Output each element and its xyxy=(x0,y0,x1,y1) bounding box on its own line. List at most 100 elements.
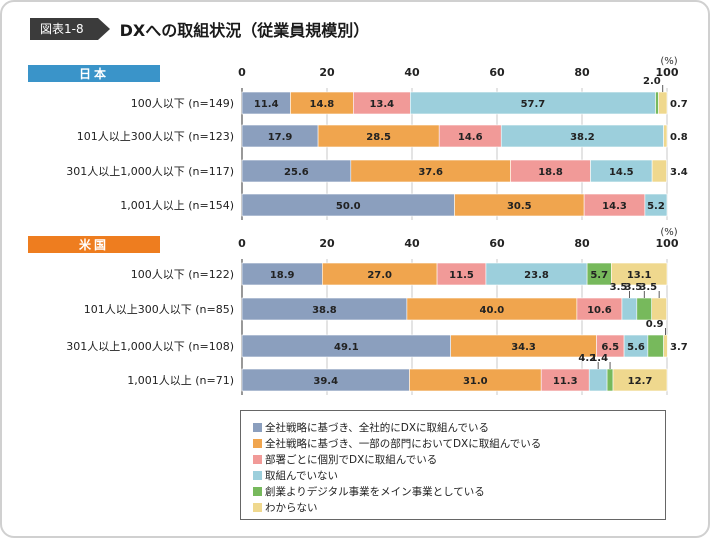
category-label: 100人以下 (n=149) xyxy=(131,97,234,110)
data-label: 3.5 xyxy=(639,282,657,293)
tick-label: 60 xyxy=(489,66,505,79)
data-label: 1.4 xyxy=(590,353,608,364)
tick-label: 60 xyxy=(489,237,505,250)
legend-item: 創業よりデジタル事業をメイン事業としている xyxy=(253,484,485,499)
figure-title: DXへの取組状況（従業員規模別） xyxy=(119,21,370,40)
panel-header xyxy=(28,65,160,82)
tick-label: 100 xyxy=(656,66,679,79)
bar-segment xyxy=(621,297,638,321)
legend-swatch xyxy=(253,503,262,512)
data-label: 28.5 xyxy=(366,132,391,143)
data-label: 2.0 xyxy=(643,76,661,87)
stacked-bar-chart: 日本 (%) 0 20 40 60 80 100 100人以下 (n=149) 11.4 14.8 1… xyxy=(28,56,688,395)
legend-label: 部署ごとに個別でDXに取組んでいる xyxy=(265,454,438,466)
data-label: 14.8 xyxy=(310,99,335,110)
tick-label: 100 xyxy=(656,237,679,250)
bar-segment xyxy=(663,124,668,148)
data-label: 3.7 xyxy=(670,342,688,353)
data-label: 30.5 xyxy=(507,201,532,212)
legend-label: 創業よりデジタル事業をメイン事業としている xyxy=(265,486,485,498)
data-label: 3.5 xyxy=(610,282,628,293)
data-label: 10.6 xyxy=(587,305,612,316)
data-label: 6.5 xyxy=(601,342,619,353)
data-label: 14.3 xyxy=(602,201,627,212)
category-label: 100人以下 (n=122) xyxy=(131,268,234,281)
data-label: 23.8 xyxy=(524,270,549,281)
category-label: 1,001人以上 (n=71) xyxy=(127,374,234,387)
legend-label: 取組んでいない xyxy=(265,470,338,482)
tick-label: 20 xyxy=(319,66,335,79)
bar-segment xyxy=(655,91,659,115)
legend-item: 取組んでいない xyxy=(253,468,338,483)
data-label: 38.8 xyxy=(312,305,337,316)
tick-label: 20 xyxy=(319,237,335,250)
legend-label: わからない xyxy=(265,502,318,514)
unit-label: (%) xyxy=(660,56,677,67)
legend-swatch xyxy=(253,423,262,432)
data-label: 3.5 xyxy=(625,282,643,293)
data-label: 37.6 xyxy=(418,167,443,178)
bar-segment xyxy=(606,368,614,392)
data-label: 0.8 xyxy=(670,132,688,143)
figure-label: 図表1-8 xyxy=(30,18,110,40)
legend-item: 全社戦略に基づき、全社的にDXに取組んでいる xyxy=(253,420,489,435)
legend-item: 部署ごとに個別でDXに取組んでいる xyxy=(253,452,437,467)
legend-swatch xyxy=(253,439,262,448)
panel-header xyxy=(28,236,160,253)
legend-swatch xyxy=(253,487,262,496)
data-label: 4.2 xyxy=(578,353,596,364)
bar-segment xyxy=(651,159,667,183)
data-label: 14.6 xyxy=(458,132,483,143)
legend-label: 全社戦略に基づき、全社的にDXに取組んでいる xyxy=(265,422,490,434)
tick-label: 80 xyxy=(574,237,590,250)
panel-title: 日本 xyxy=(79,66,109,81)
tick-label: 80 xyxy=(574,66,590,79)
legend-item: わからない xyxy=(253,500,318,515)
bar-segment xyxy=(658,91,668,115)
data-label: 34.3 xyxy=(511,342,536,353)
data-label: 14.5 xyxy=(609,167,634,178)
category-label: 301人以上1,000人以下 (n=117) xyxy=(66,165,234,178)
bar-segment xyxy=(644,193,668,217)
data-label: 31.0 xyxy=(463,376,488,387)
data-label: 38.2 xyxy=(570,132,595,143)
data-label: 11.5 xyxy=(449,270,474,281)
data-label: 18.8 xyxy=(538,167,563,178)
data-label: 57.7 xyxy=(521,99,546,110)
legend-swatch xyxy=(253,471,262,480)
data-label: 5.2 xyxy=(647,201,665,212)
bar-segment xyxy=(636,297,653,321)
tick-label: 0 xyxy=(238,66,246,79)
bar-segment xyxy=(651,297,667,321)
category-label: 101人以上300人以下 (n=85) xyxy=(84,303,234,316)
unit-label: (%) xyxy=(660,227,677,238)
bar-segment xyxy=(611,262,668,286)
bar-segment xyxy=(612,368,668,392)
tick-label: 40 xyxy=(404,66,420,79)
data-label: 39.4 xyxy=(313,376,338,387)
data-label: 5.6 xyxy=(627,342,645,353)
data-label: 18.9 xyxy=(270,270,295,281)
category-label: 1,001人以上 (n=154) xyxy=(120,199,234,212)
bar-segment xyxy=(663,334,668,358)
legend-item: 全社戦略に基づき、一部の部門においてDXに取組んでいる xyxy=(253,436,541,451)
category-label: 101人以上300人以下 (n=123) xyxy=(77,130,234,143)
data-label: 49.1 xyxy=(334,342,359,353)
data-label: 0.9 xyxy=(646,319,664,330)
data-label: 3.4 xyxy=(670,167,688,178)
data-label: 50.0 xyxy=(336,201,361,212)
data-label: 17.9 xyxy=(268,132,293,143)
category-label: 301人以上1,000人以下 (n=108) xyxy=(66,340,234,353)
bar-segment xyxy=(588,368,608,392)
tick-label: 40 xyxy=(404,237,420,250)
data-label: 11.3 xyxy=(553,376,578,387)
data-label: 25.6 xyxy=(284,167,309,178)
legend-label: 全社戦略に基づき、一部の部門においてDXに取組んでいる xyxy=(265,438,542,450)
data-label: 40.0 xyxy=(480,305,505,316)
tick-label: 0 xyxy=(238,237,246,250)
data-label: 0.7 xyxy=(670,99,688,110)
data-label: 27.0 xyxy=(367,270,392,281)
bar-segment xyxy=(647,334,664,358)
data-label: 11.4 xyxy=(254,99,279,110)
